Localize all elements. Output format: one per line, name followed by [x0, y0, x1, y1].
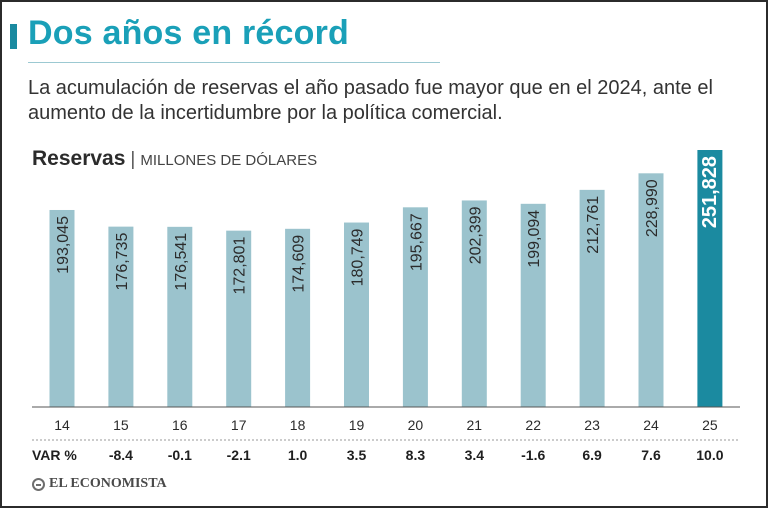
value-label-20: 195,667 [408, 213, 425, 271]
x-tick-label: 17 [231, 417, 247, 433]
bar-22 [520, 203, 546, 407]
var-value: -0.1 [168, 447, 192, 463]
bar-24 [638, 173, 664, 407]
value-label-24: 228,990 [644, 179, 661, 237]
bar-17 [226, 230, 252, 407]
var-value: -8.4 [109, 447, 133, 463]
logo-icon [32, 477, 45, 491]
bar-14 [49, 209, 75, 407]
x-tick-label: 23 [584, 417, 600, 433]
x-tick-label: 21 [467, 417, 483, 433]
x-tick-label: 19 [349, 417, 365, 433]
subtitle: La acumulación de reservas el año pasado… [28, 77, 713, 124]
var-value: 10.0 [696, 447, 723, 463]
var-value: 7.6 [641, 447, 661, 463]
value-label-14: 193,045 [55, 216, 72, 274]
value-label-15: 176,735 [114, 233, 131, 291]
title-accent-bar [10, 24, 17, 49]
bar-15 [108, 226, 134, 407]
value-label-16: 176,541 [173, 233, 190, 291]
x-tick-label: 25 [702, 417, 718, 433]
x-tick-label: 22 [525, 417, 541, 433]
bar-23 [579, 189, 605, 407]
var-value: 3.5 [347, 447, 367, 463]
var-value: -2.1 [227, 447, 251, 463]
value-label-23: 212,761 [585, 196, 602, 254]
var-value: 1.0 [288, 447, 308, 463]
bar-18 [285, 228, 311, 407]
chart-label-separator: | [130, 149, 136, 170]
var-value: 8.3 [406, 447, 426, 463]
x-tick-label: 14 [54, 417, 70, 433]
chart-label-unit: MILLONES DE DÓLARES [140, 152, 318, 169]
bar-19 [344, 222, 369, 407]
bar-21 [461, 200, 487, 407]
x-tick-label: 20 [408, 417, 424, 433]
x-tick-label: 16 [172, 417, 188, 433]
var-value: -1.6 [521, 447, 545, 463]
value-label-21: 202,399 [467, 206, 484, 264]
value-label-22: 199,094 [526, 210, 543, 268]
bar-25 [697, 150, 723, 407]
logo-text: EL ECONOMISTA [49, 476, 167, 491]
chart-label: Reservas | MILLONES DE DÓLARES [32, 147, 317, 171]
value-label-25: 251,828 [699, 156, 721, 228]
value-label-19: 180,749 [350, 228, 367, 286]
chart-label-main: Reservas [32, 147, 126, 170]
x-tick-label: 15 [113, 417, 129, 433]
var-value: 3.4 [465, 447, 485, 463]
bar-20 [402, 207, 428, 407]
var-value: 6.9 [582, 447, 602, 463]
title-divider [28, 62, 440, 63]
var-row-label: VAR % [32, 447, 77, 463]
value-label-17: 172,801 [232, 237, 249, 295]
page-title: Dos años en récord [28, 14, 350, 52]
x-tick-label: 18 [290, 417, 306, 433]
publisher-logo: EL ECONOMISTA [32, 476, 167, 492]
value-label-18: 174,609 [291, 235, 308, 293]
bar-16 [167, 226, 193, 407]
x-tick-label: 24 [643, 417, 659, 433]
